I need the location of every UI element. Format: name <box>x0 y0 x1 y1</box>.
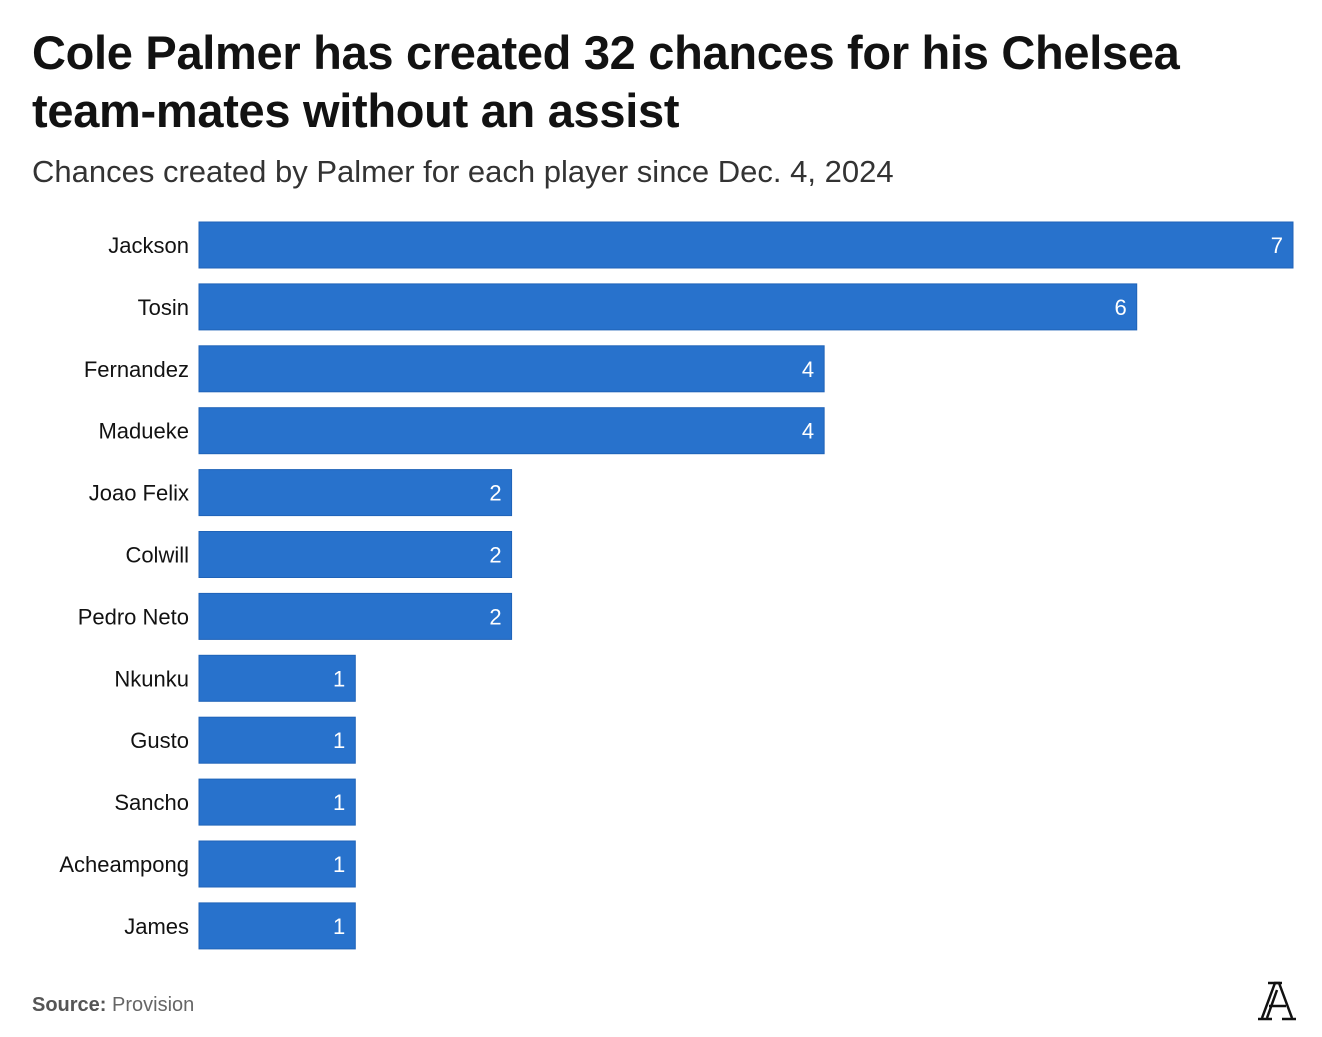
category-label: Joao Felix <box>89 481 189 506</box>
category-label: Fernandez <box>84 357 189 382</box>
bar-gusto <box>198 716 356 764</box>
category-label: Tosin <box>138 295 189 320</box>
source-label: Source: <box>32 994 107 1016</box>
data-label: 4 <box>802 419 814 444</box>
bar-sancho <box>198 778 356 826</box>
bar-chart: Jackson 7 Tosin 6 Fernandez 4 Madueke 4 Joao Fel… <box>59 221 1294 950</box>
bar-fernandez <box>198 345 825 393</box>
athletic-logo-icon <box>1258 981 1296 1021</box>
bar-colwill <box>198 531 513 578</box>
data-label: 2 <box>489 604 501 629</box>
data-label: 1 <box>333 914 345 939</box>
data-label: 6 <box>1114 295 1126 320</box>
bar-nkunku <box>198 654 356 702</box>
bar-james <box>198 902 356 950</box>
category-label: Nkunku <box>114 666 189 691</box>
category-label: Colwill <box>125 543 189 568</box>
bar-madueke <box>198 407 825 455</box>
bar-tosin <box>198 283 1138 331</box>
category-label: Jackson <box>108 233 189 258</box>
bar-pedro-neto <box>198 592 513 640</box>
category-label: Madueke <box>98 419 189 444</box>
source-note: Source: Provision <box>32 994 194 1017</box>
chart-subtitle: Chances created by Palmer for each playe… <box>32 154 894 189</box>
source-value: Provision <box>112 994 195 1016</box>
data-label: 2 <box>489 481 501 506</box>
data-label: 1 <box>333 790 345 815</box>
bar-acheampong <box>198 840 356 888</box>
bar-jackson <box>198 221 1294 269</box>
category-label: Sancho <box>114 790 189 815</box>
category-label: Pedro Neto <box>78 604 189 629</box>
chart-title: Cole Palmer has created 32 chances for h… <box>32 26 1180 137</box>
data-label: 1 <box>333 728 345 753</box>
data-label: 4 <box>802 357 814 382</box>
category-label: Acheampong <box>59 852 189 877</box>
category-label: James <box>124 914 189 939</box>
data-label: 1 <box>333 666 345 691</box>
data-label: 7 <box>1271 233 1283 258</box>
data-label: 1 <box>333 852 345 877</box>
data-label: 2 <box>489 543 501 568</box>
bar-joao-felix <box>198 469 513 517</box>
category-label: Gusto <box>130 728 189 753</box>
